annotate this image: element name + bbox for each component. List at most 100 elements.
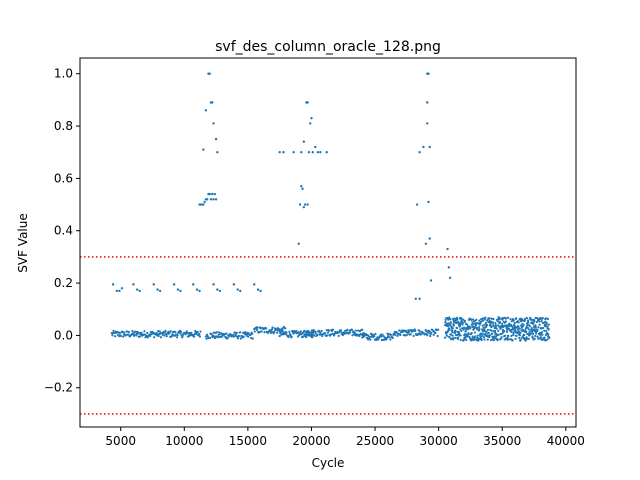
data-point [357,329,360,332]
data-point [459,334,462,337]
data-point [533,337,536,340]
data-point [278,334,281,338]
data-point [495,327,498,330]
data-point [497,333,500,336]
data-point [136,288,139,291]
data-point [385,336,389,339]
data-point [492,317,495,321]
data-point [448,327,451,331]
data-point [513,321,516,324]
data-point [399,333,402,336]
data-point [501,322,504,325]
data-point [251,332,254,335]
data-point [190,331,193,334]
data-point [498,321,502,324]
data-point [204,109,208,112]
data-point [281,329,284,333]
data-point [326,334,329,337]
data-point [176,334,179,337]
data-point [456,318,459,321]
data-point [228,335,231,338]
data-point [216,151,219,154]
data-point [247,335,250,338]
data-point [444,318,447,321]
data-point [478,327,481,331]
data-point [389,333,393,336]
data-point [534,325,537,329]
data-point [518,334,522,337]
data-point [214,198,218,201]
data-point [196,331,199,334]
data-point [308,122,312,125]
data-point [138,289,141,293]
data-point [211,192,214,196]
data-point [448,276,452,280]
y-axis-label: SVF Value [16,213,30,273]
data-point [545,329,548,332]
data-point [395,331,399,334]
data-marks [110,72,551,342]
x-tick-label: 10000 [165,434,203,448]
data-point [482,336,486,339]
data-point [217,333,220,336]
data-point [373,335,376,338]
data-point [323,332,327,335]
data-point [430,331,433,334]
data-point [292,151,295,154]
data-point [287,335,290,338]
data-point [119,334,123,338]
data-point [306,101,309,104]
data-point [215,331,218,334]
data-point [310,331,313,334]
data-point [509,323,513,327]
data-point [159,336,163,339]
data-point [537,326,540,329]
data-point [307,151,311,154]
data-point [316,151,320,154]
data-point [473,331,477,334]
data-point [534,324,537,327]
data-point [132,331,135,334]
data-point [377,338,380,341]
plot-frame [79,57,577,428]
data-point [149,334,152,338]
data-point [473,338,476,341]
data-point [382,338,386,341]
data-point [541,333,544,336]
data-point [316,333,319,336]
data-point [251,337,254,340]
data-point [191,283,195,286]
x-axis: 5000 10000 15000 20000 25000 30000 35000 40000 [105,427,585,448]
data-point [475,318,478,321]
y-tick-label: 0.4 [54,224,73,238]
data-point [258,330,261,334]
data-point [310,329,313,332]
data-point [463,333,466,336]
data-point [226,336,229,339]
data-point [418,330,421,333]
data-point [179,289,182,293]
data-point [484,332,487,335]
data-point [299,330,302,333]
data-point [426,101,429,104]
data-point [532,332,535,335]
data-point [501,318,504,321]
data-point [498,318,501,321]
data-point [361,328,364,331]
data-point [210,332,213,336]
data-point [114,335,117,338]
data-point [369,338,372,341]
data-point [325,329,328,332]
data-point [486,319,489,322]
data-point [176,288,180,291]
data-point [506,336,509,340]
data-point [523,333,526,337]
data-point [329,333,332,336]
data-point [447,318,450,321]
data-point [269,331,272,335]
data-point [407,330,411,334]
data-point [352,330,355,333]
data-point [270,328,274,331]
data-point [467,328,470,331]
data-point [205,198,209,201]
